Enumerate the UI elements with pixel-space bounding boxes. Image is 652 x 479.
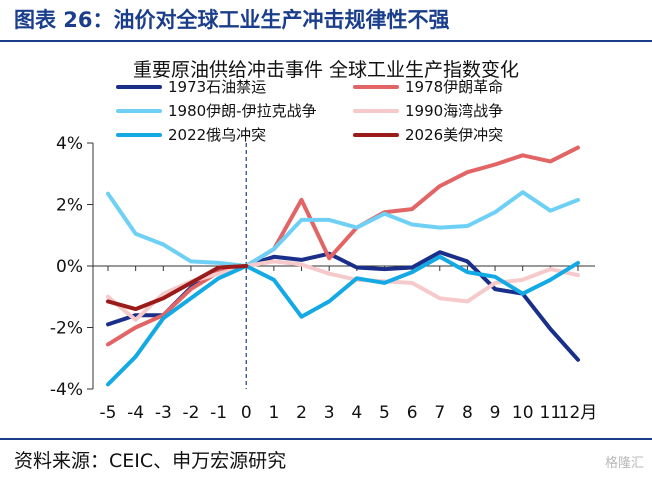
- x-tick-label: -3: [155, 403, 172, 423]
- x-tick-label: -1: [210, 403, 227, 423]
- legend-label: 1980伊朗-伊拉克战争: [168, 102, 317, 120]
- x-tick-label: 8: [462, 403, 473, 423]
- x-tick-label: -2: [182, 403, 199, 423]
- y-tick-label: -4%: [50, 380, 83, 400]
- y-tick-label: 0%: [56, 257, 83, 277]
- x-tick-label: 7: [434, 403, 445, 423]
- series-line: [106, 145, 580, 347]
- legend-label: 1973石油禁运: [168, 78, 266, 96]
- legend-label: 2026美伊冲突: [405, 126, 503, 144]
- figure-title: 图表 26：油价对全球工业生产冲击规律性不强: [14, 8, 450, 32]
- x-tick-label: 6: [407, 403, 418, 423]
- x-tick-label: 0: [241, 403, 252, 423]
- y-tick-label: 2%: [56, 196, 83, 216]
- x-tick-label: 12月: [559, 403, 598, 423]
- x-tick-label: 11: [540, 403, 562, 423]
- y-tick-label: 4%: [56, 134, 83, 154]
- x-tick-label: -5: [100, 403, 117, 423]
- series-line: [106, 254, 580, 387]
- y-tick-label: -2%: [50, 319, 83, 339]
- watermark: 格隆汇: [604, 456, 644, 471]
- source-note: 资料来源：CEIC、申万宏源研究: [14, 450, 287, 472]
- x-tick-label: 9: [490, 403, 501, 423]
- x-tick-label: 2: [296, 403, 307, 423]
- series-layer: [106, 145, 580, 387]
- x-tick-label: 3: [324, 403, 335, 423]
- x-tick-label: -4: [127, 403, 144, 423]
- x-tick-label: 4: [351, 403, 362, 423]
- legend-label: 2022俄乌冲突: [168, 126, 266, 144]
- source-divider: [0, 438, 652, 440]
- x-tick-label: 5: [379, 403, 390, 423]
- legend: 1973石油禁运 1978伊朗革命 1980伊朗-伊拉克战争 1990海湾战争 2022…: [116, 78, 503, 144]
- x-tick-label: 10: [512, 403, 534, 423]
- legend-label: 1990海湾战争: [405, 102, 503, 120]
- series-line: [106, 190, 580, 268]
- series-line: [106, 264, 249, 312]
- legend-label: 1978伊朗革命: [405, 78, 503, 96]
- x-tick-label: 1: [268, 403, 279, 423]
- title-divider: [0, 40, 652, 42]
- chart-title: 重要原油供给冲击事件 全球工业生产指数变化: [132, 59, 520, 81]
